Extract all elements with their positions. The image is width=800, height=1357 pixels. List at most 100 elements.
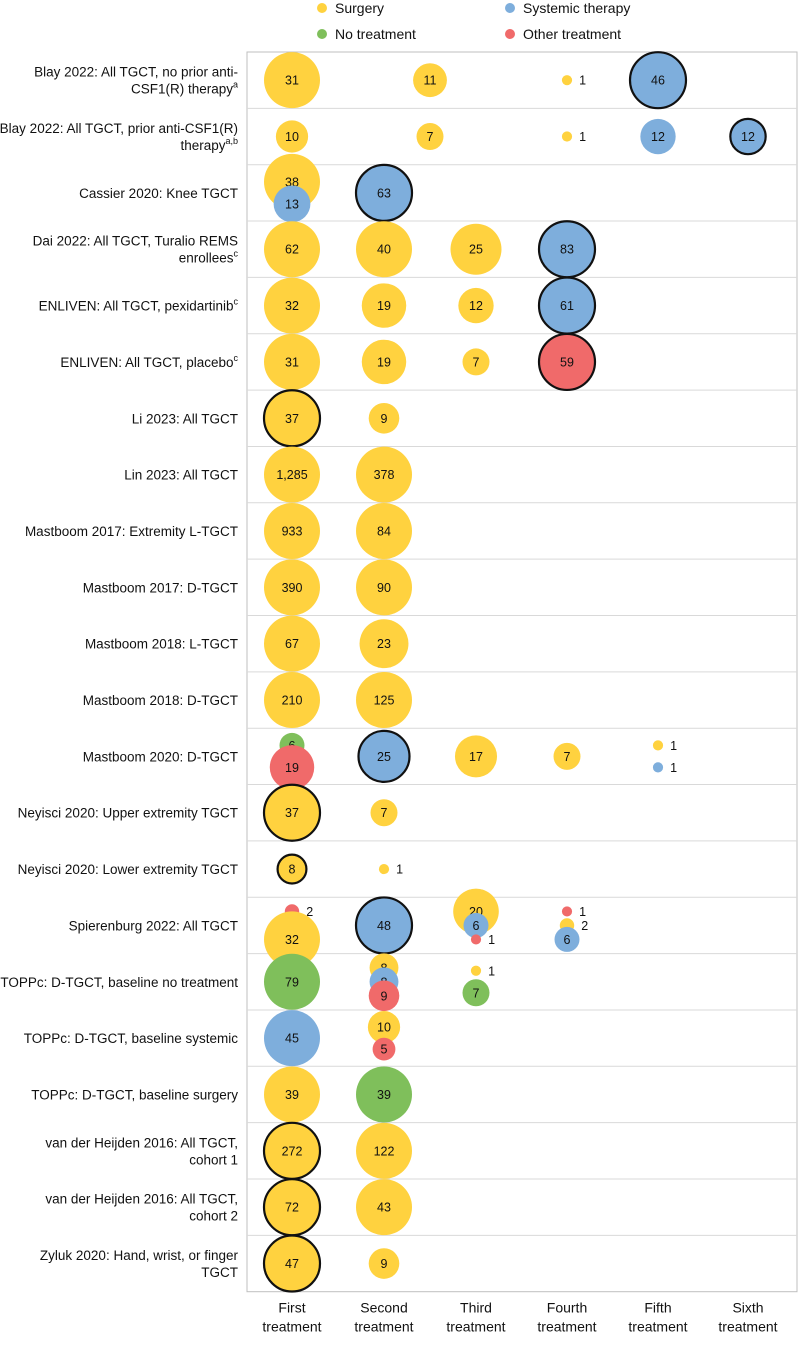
bubble-value-label: 25 (377, 750, 391, 764)
row-label: Neyisci 2020: Upper extremity TGCT (18, 806, 238, 821)
bubble-surgery: 43 (356, 1179, 412, 1236)
bubble-value-label: 62 (285, 243, 299, 257)
bubble-circle (262, 1234, 322, 1293)
bubble-surgery: 9 (368, 402, 400, 434)
bubble-value-label: 39 (377, 1088, 391, 1102)
bubble-value-label: 9 (381, 412, 388, 426)
bubble-value-label: 1 (670, 739, 677, 753)
row-label: Blay 2022: All TGCT, prior anti-CSF1(R) (0, 121, 238, 136)
bubble-circle (462, 979, 490, 1007)
bubble-value-label: 8 (289, 863, 296, 877)
bubble-value-label: 84 (377, 524, 391, 538)
bubble-systemic: 83 (537, 220, 597, 279)
bubble-systemic: 61 (537, 276, 597, 335)
bubble-value-label: 7 (427, 130, 434, 144)
bubble-value-label: 933 (282, 524, 303, 538)
bubble-value-label: 6 (564, 933, 571, 947)
bubble-value-label: 1 (670, 761, 677, 775)
bubble-value-label: 43 (377, 1201, 391, 1215)
bubble-circle (356, 446, 412, 503)
bubble-value-label: 1 (579, 905, 586, 919)
bubble-value-label: 272 (282, 1144, 303, 1158)
row-label: Cassier 2020: Knee TGCT (79, 186, 238, 201)
bubble-surgery: 1,285 (264, 446, 320, 503)
bubble-circle (356, 502, 412, 559)
bubble-value-label: 13 (285, 197, 299, 211)
bubble-systemic: 6 (463, 912, 489, 938)
row-label: TGCT (201, 1265, 238, 1280)
row-label: CSF1(R) therapya (131, 80, 238, 97)
bubble-circle (264, 615, 320, 672)
legend-label-surgery: Surgery (335, 0, 384, 16)
bubble-systemic: 45 (264, 1010, 320, 1067)
bubble-value-label: 19 (377, 355, 391, 369)
bubble-circle (416, 123, 444, 151)
bubble-circle (378, 863, 390, 875)
bubble-surgery: 40 (356, 221, 412, 278)
bubble-surgery: 11 (413, 63, 447, 98)
bubble-surgery: 390 (264, 559, 320, 616)
bubble-systemic: 48 (354, 896, 414, 955)
bubble-circle (372, 1037, 396, 1061)
bubble-circle (264, 446, 320, 503)
bubble-value-label: 122 (374, 1144, 395, 1158)
bubble-surgery: 12 (458, 287, 494, 324)
bubble-value-label: 1 (579, 74, 586, 88)
bubble-circle (413, 63, 447, 98)
bubble-surgery: 7 (370, 799, 398, 827)
legend-swatch-none (317, 29, 327, 39)
bubble-circle (470, 934, 482, 945)
row-label: Mastboom 2020: D-TGCT (83, 749, 238, 764)
bubble-circle (652, 740, 664, 751)
bubble-circle (368, 402, 400, 434)
bubble-value-label: 19 (285, 761, 299, 775)
bubble-circle (356, 672, 412, 729)
bubble-surgery: 7 (553, 742, 581, 770)
bubble-surgery: 17 (454, 735, 498, 778)
chart-legend: Surgery Systemic therapy No treatment Other… (317, 0, 630, 42)
bubble-value-label: 5 (381, 1043, 388, 1057)
bubble-circle (356, 221, 412, 278)
bubble-circle (264, 1066, 320, 1123)
bubble-circle (264, 502, 320, 559)
column-label: treatment (718, 1319, 777, 1335)
row-label: ENLIVEN: All TGCT, placeboc (60, 353, 238, 370)
bubble-circle (273, 185, 311, 223)
row-label: therapya,b (180, 136, 238, 153)
column-labels: First treatment Second treatment Third treatm… (262, 1300, 777, 1335)
row-labels: Blay 2022: All TGCT, no prior anti-CSF1(… (0, 65, 239, 1280)
bubble-circle (361, 283, 407, 328)
bubble-value-label: 7 (473, 986, 480, 1000)
bubble-value-label: 6 (473, 919, 480, 933)
bubble-value-label: 31 (285, 355, 299, 369)
bubble-circle (454, 735, 498, 778)
bubble-circle (357, 729, 411, 783)
bubble-surgery: 19 (361, 339, 407, 385)
bubble-value-label: 1 (579, 130, 586, 144)
bubble-value-label: 12 (469, 299, 483, 313)
bubble-surgery: 47 (262, 1234, 322, 1293)
bubble-circle (652, 762, 664, 773)
bubble-circle (554, 926, 580, 952)
bubble-circle (463, 912, 489, 938)
bubble-systemic: 25 (357, 729, 411, 783)
bubble-circle (729, 117, 767, 156)
row-label: TOPPc: D-TGCT, baseline surgery (31, 1087, 238, 1102)
bubble-surgery: 31 (264, 333, 320, 390)
bubble-surgery: 37 (262, 783, 322, 842)
legend-label-other: Other treatment (523, 26, 621, 42)
bubble-systemic: 13 (273, 185, 311, 223)
bubble-surgery: 125 (356, 672, 412, 729)
bubble-circle (356, 1066, 412, 1123)
bubble-value-label: 10 (377, 1021, 391, 1035)
bubble-surgery: 62 (264, 221, 320, 278)
bubble-surgery: 25 (450, 223, 502, 275)
bubble-value-label: 46 (651, 74, 665, 88)
bubble-circle (359, 619, 409, 669)
column-label: treatment (262, 1319, 321, 1335)
row-label: Mastboom 2017: Extremity L-TGCT (25, 524, 238, 539)
legend-label-systemic: Systemic therapy (523, 0, 630, 16)
bubble-surgery: 72 (262, 1178, 322, 1237)
bubble-surgery: 90 (356, 559, 412, 616)
bubble-surgery: 37 (262, 389, 322, 448)
